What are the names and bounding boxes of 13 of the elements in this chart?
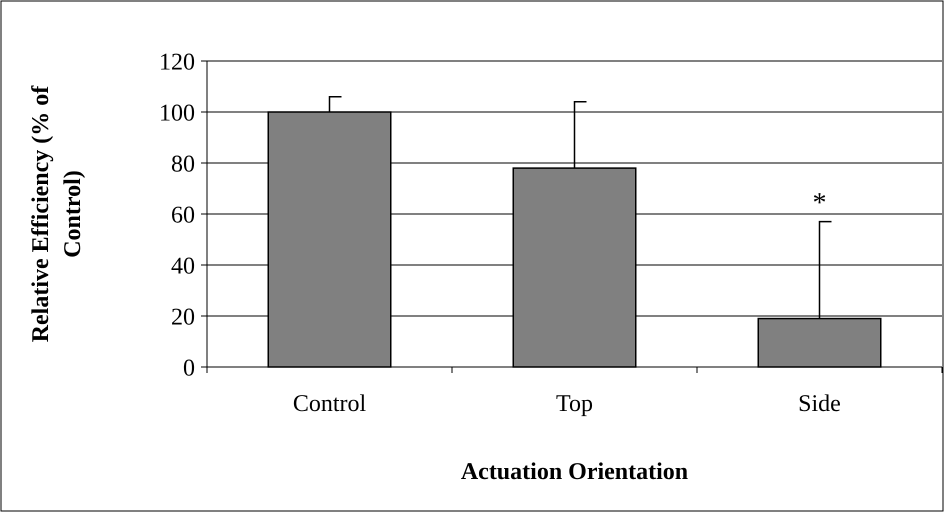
y-axis-title: Relative Efficiency (% of Control) <box>28 84 86 342</box>
y-tick-label: 20 <box>171 304 195 330</box>
y-tick-label: 0 <box>183 355 195 382</box>
x-tick-label: Control <box>292 391 366 417</box>
annotation: * <box>812 188 826 219</box>
y-tick-label: 40 <box>171 253 195 280</box>
y-tick-label: 100 <box>159 100 195 126</box>
y-tick-label: 120 <box>159 49 195 76</box>
x-tick-label: Top <box>556 391 593 417</box>
y-tick-label: 60 <box>171 202 195 228</box>
x-tick-label: Side <box>798 391 841 417</box>
y-tick-label: 80 <box>171 151 195 178</box>
x-axis-title: Actuation Orientation <box>460 459 688 485</box>
